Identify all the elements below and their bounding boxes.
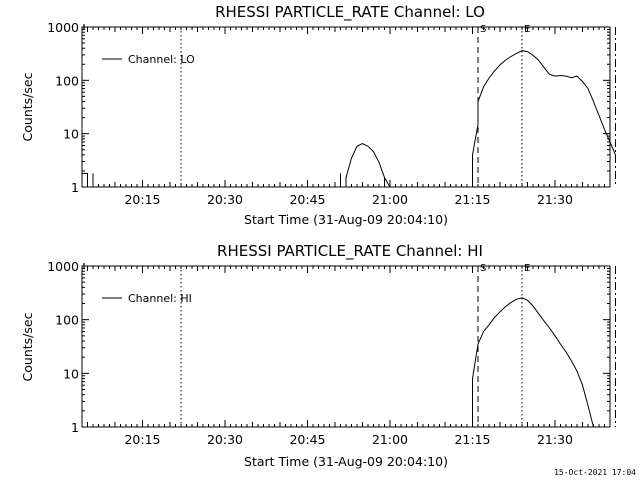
x-tick-label: 20:15	[124, 432, 160, 447]
series-line-segment	[472, 50, 616, 187]
timestamp-footer: 15-Oct-2021 17:04	[554, 468, 636, 477]
lo-x-axis-label: Start Time (31-Aug-09 20:04:10)	[244, 212, 448, 227]
x-tick-label: 21:15	[454, 192, 490, 207]
x-tick-label: 21:30	[537, 432, 573, 447]
time-marker-label: S	[480, 263, 486, 274]
x-tick-label: 20:30	[207, 432, 243, 447]
lo-channel-panel: RHESSI PARTICLE_RATE Channel: LO Start T…	[20, 3, 616, 227]
y-tick-label: 100	[55, 73, 79, 88]
y-tick-label: 1	[71, 420, 79, 435]
x-tick-label: 20:30	[207, 192, 243, 207]
y-tick-label: 10	[63, 366, 79, 381]
series-line-segment	[81, 172, 88, 187]
lo-y-axis-label: Counts/sec	[20, 72, 35, 141]
hi-y-axis-label: Counts/sec	[20, 312, 35, 381]
x-tick-label: 21:15	[454, 432, 490, 447]
hi-x-axis-label: Start Time (31-Aug-09 20:04:10)	[244, 454, 448, 469]
legend-label: Channel: LO	[128, 53, 195, 66]
x-tick-label: 20:45	[289, 432, 325, 447]
time-marker-label: E	[524, 263, 530, 274]
series-line-segment	[345, 143, 385, 187]
plot-frame	[81, 26, 611, 188]
hi-channel-panel: RHESSI PARTICLE_RATE Channel: HI Start T…	[20, 242, 616, 469]
hi-chart-title: RHESSI PARTICLE_RATE Channel: HI	[217, 242, 483, 261]
y-tick-label: 1	[71, 180, 79, 195]
y-tick-label: 100	[55, 313, 79, 328]
time-marker-label: S	[480, 24, 486, 35]
y-tick-label: 10	[63, 127, 79, 142]
time-marker-label: E	[524, 24, 530, 35]
x-tick-label: 20:45	[289, 192, 325, 207]
x-tick-label: 21:00	[372, 432, 408, 447]
y-tick-label: 1000	[47, 20, 79, 35]
series-line-segment	[384, 175, 391, 188]
series-line-segment	[472, 297, 594, 428]
legend-label: Channel: HI	[128, 292, 192, 305]
x-tick-label: 20:15	[124, 192, 160, 207]
y-tick-label: 1000	[47, 259, 79, 274]
x-tick-label: 21:30	[537, 192, 573, 207]
plot-frame	[81, 265, 611, 428]
x-tick-label: 21:00	[372, 192, 408, 207]
lo-chart-title: RHESSI PARTICLE_RATE Channel: LO	[215, 3, 485, 22]
